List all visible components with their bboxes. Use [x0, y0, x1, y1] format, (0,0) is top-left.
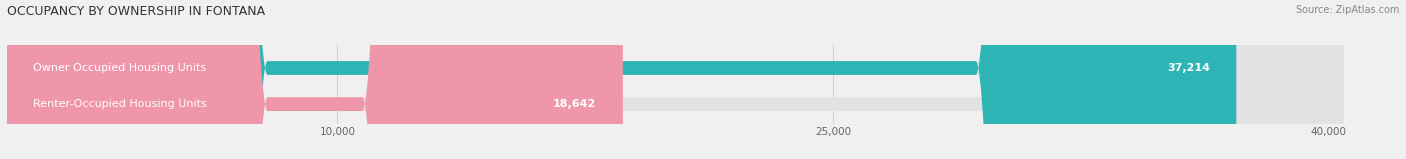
FancyBboxPatch shape — [7, 0, 1344, 159]
FancyBboxPatch shape — [7, 0, 623, 159]
Text: Source: ZipAtlas.com: Source: ZipAtlas.com — [1295, 5, 1399, 15]
Text: 37,214: 37,214 — [1167, 63, 1211, 73]
Text: 18,642: 18,642 — [553, 99, 596, 109]
FancyBboxPatch shape — [7, 0, 1344, 159]
FancyBboxPatch shape — [7, 0, 1236, 159]
Text: Owner Occupied Housing Units: Owner Occupied Housing Units — [34, 63, 207, 73]
Text: OCCUPANCY BY OWNERSHIP IN FONTANA: OCCUPANCY BY OWNERSHIP IN FONTANA — [7, 5, 266, 18]
Text: Renter-Occupied Housing Units: Renter-Occupied Housing Units — [34, 99, 207, 109]
